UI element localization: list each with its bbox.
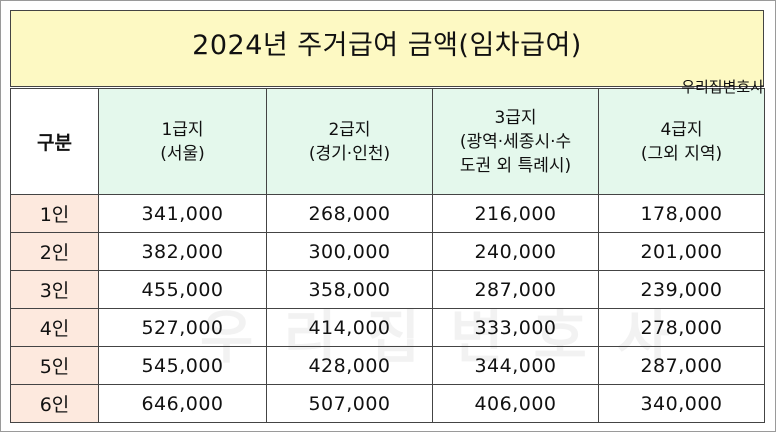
table-cell: 455,000 [98, 270, 267, 309]
table-cell: 340,000 [598, 384, 765, 423]
table-row: 6인 646,000 507,000 406,000 340,000 [10, 384, 765, 423]
table-cell: 240,000 [432, 232, 599, 271]
table-cell: 201,000 [598, 232, 765, 271]
table-row: 4인 527,000 414,000 333,000 278,000 [10, 308, 765, 347]
column-header-2: 2급지 (경기·인천) [266, 88, 433, 195]
table-cell: 527,000 [98, 308, 267, 347]
table-cell: 646,000 [98, 384, 267, 423]
table-cell: 278,000 [598, 308, 765, 347]
table-cell: 300,000 [266, 232, 433, 271]
table-row: 1인 341,000 268,000 216,000 178,000 [10, 194, 765, 233]
table-cell: 287,000 [598, 346, 765, 385]
table-row: 2인 382,000 300,000 240,000 201,000 [10, 232, 765, 271]
column-header-3: 3급지 (광역·세종시·수 도권 외 특례시) [432, 88, 599, 195]
row-label: 5인 [10, 346, 99, 385]
table-cell: 344,000 [432, 346, 599, 385]
corner-header: 구분 [10, 88, 99, 195]
column-header-4: 4급지 (그외 지역) [598, 88, 765, 195]
housing-benefit-table: 구분 1급지 (서울) 2급지 (경기·인천) 3급지 (광역·세종시·수 도권… [10, 88, 765, 423]
row-label: 6인 [10, 384, 99, 423]
header-row: 구분 1급지 (서울) 2급지 (경기·인천) 3급지 (광역·세종시·수 도권… [10, 88, 765, 195]
row-label: 1인 [10, 194, 99, 233]
table-cell: 268,000 [266, 194, 433, 233]
table-cell: 358,000 [266, 270, 433, 309]
table-cell: 178,000 [598, 194, 765, 233]
page-title: 2024년 주거급여 금액(임차급여) [192, 30, 582, 61]
table-row: 5인 545,000 428,000 344,000 287,000 [10, 346, 765, 385]
column-header-1: 1급지 (서울) [98, 88, 267, 195]
table-cell: 341,000 [98, 194, 267, 233]
table-cell: 428,000 [266, 346, 433, 385]
table-cell: 216,000 [432, 194, 599, 233]
table-cell: 545,000 [98, 346, 267, 385]
title-bar: 2024년 주거급여 금액(임차급여) [10, 10, 764, 87]
table-cell: 287,000 [432, 270, 599, 309]
table-cell: 382,000 [98, 232, 267, 271]
row-label: 4인 [10, 308, 99, 347]
row-label: 3인 [10, 270, 99, 309]
table-row: 3인 455,000 358,000 287,000 239,000 [10, 270, 765, 309]
table-cell: 239,000 [598, 270, 765, 309]
table-cell: 333,000 [432, 308, 599, 347]
table-cell: 414,000 [266, 308, 433, 347]
row-label: 2인 [10, 232, 99, 271]
table-cell: 507,000 [266, 384, 433, 423]
table-cell: 406,000 [432, 384, 599, 423]
watermark-text: 우리집변호사 [681, 78, 764, 96]
